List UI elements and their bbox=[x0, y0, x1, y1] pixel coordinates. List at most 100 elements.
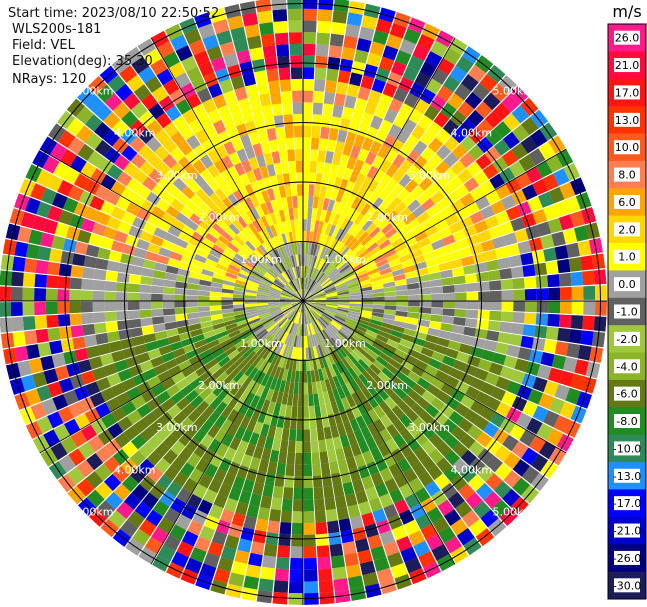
gate-cell bbox=[459, 152, 476, 168]
gate-cell bbox=[17, 360, 32, 377]
gate-cell bbox=[207, 410, 221, 424]
gate-cell bbox=[372, 29, 389, 45]
gate-cell bbox=[310, 219, 316, 232]
gate-cell bbox=[46, 174, 63, 192]
gate-cell bbox=[47, 411, 64, 429]
gate-cell bbox=[137, 38, 156, 56]
gate-cell bbox=[306, 219, 312, 232]
gate-cell bbox=[365, 126, 379, 141]
gate-cell bbox=[228, 151, 241, 166]
gate-cell bbox=[357, 319, 370, 326]
gate-cell bbox=[355, 269, 367, 278]
gate-cell bbox=[292, 102, 303, 115]
gate-cell bbox=[559, 370, 575, 387]
gate-cell bbox=[509, 333, 523, 347]
gate-cell bbox=[486, 455, 503, 473]
gate-cell bbox=[266, 323, 277, 333]
gate-cell bbox=[179, 17, 198, 34]
gate-cell bbox=[297, 347, 301, 360]
gate-cell bbox=[307, 266, 312, 279]
gate-cell bbox=[416, 396, 431, 411]
gate-cell bbox=[317, 9, 333, 22]
gate-cell bbox=[303, 301, 308, 313]
gate-cell bbox=[249, 274, 262, 282]
gate-cell bbox=[406, 422, 421, 437]
gate-cell bbox=[277, 545, 291, 558]
gate-cell bbox=[265, 350, 274, 362]
gate-cell bbox=[228, 486, 242, 502]
gate-cell bbox=[349, 303, 362, 307]
gate-cell bbox=[357, 231, 369, 243]
gate-cell bbox=[379, 428, 393, 443]
gate-cell bbox=[175, 514, 192, 531]
gate-cell bbox=[493, 480, 512, 499]
gate-cell bbox=[469, 457, 486, 474]
gate-cell bbox=[325, 290, 337, 295]
gate-cell bbox=[411, 365, 425, 377]
gate-cell bbox=[338, 518, 352, 532]
gate-cell bbox=[336, 308, 349, 313]
gate-cell bbox=[412, 170, 427, 185]
gate-cell bbox=[488, 225, 503, 239]
gate-cell bbox=[391, 448, 405, 463]
gate-cell bbox=[174, 72, 191, 89]
gate-cell bbox=[377, 144, 391, 159]
gate-cell bbox=[478, 291, 491, 301]
gate-cell bbox=[497, 332, 511, 344]
gate-cell bbox=[278, 185, 287, 199]
gate-cell bbox=[529, 435, 547, 453]
range-ring-label: 5.00km bbox=[493, 505, 535, 518]
gate-cell bbox=[303, 546, 317, 559]
gate-cell bbox=[495, 210, 511, 225]
gate-cell bbox=[318, 317, 328, 327]
gate-cell bbox=[242, 348, 254, 359]
colorbar-label-bg bbox=[614, 359, 640, 374]
gate-cell bbox=[418, 176, 433, 191]
gate-cell bbox=[224, 447, 237, 462]
gate-cell bbox=[356, 37, 372, 53]
gate-cell bbox=[127, 310, 141, 320]
gate-cell bbox=[111, 350, 126, 363]
gate-cell bbox=[335, 81, 349, 95]
gate-cell bbox=[420, 243, 434, 255]
gate-cell bbox=[524, 312, 537, 325]
gate-cell bbox=[425, 204, 440, 218]
gate-cell bbox=[407, 17, 426, 34]
gate-cell bbox=[264, 240, 274, 252]
gate-cell bbox=[300, 254, 303, 266]
gate-cell bbox=[348, 0, 366, 15]
gate-cell bbox=[276, 44, 290, 57]
gate-cell bbox=[285, 463, 295, 477]
gate-cell bbox=[494, 121, 512, 139]
gate-cell bbox=[312, 102, 323, 115]
gate-cell bbox=[69, 313, 83, 326]
gate-cell bbox=[569, 210, 586, 228]
gate-cell bbox=[328, 224, 336, 237]
colorbar-tick-label: -26.0 bbox=[613, 552, 641, 565]
gate-cell bbox=[330, 253, 340, 265]
gate-cell bbox=[346, 431, 358, 446]
gate-cell bbox=[352, 243, 364, 254]
gate-cell bbox=[295, 291, 303, 301]
gate-cell bbox=[475, 101, 493, 119]
gate-cell bbox=[292, 279, 299, 291]
gate-cell bbox=[352, 330, 364, 339]
gate-cell bbox=[367, 422, 379, 437]
gate-cell bbox=[412, 383, 426, 397]
gate-cell bbox=[546, 428, 564, 447]
gate-cell bbox=[267, 461, 278, 475]
gate-cell bbox=[305, 242, 309, 255]
gate-cell bbox=[232, 293, 245, 298]
gate-cell bbox=[133, 84, 151, 102]
gate-cell bbox=[54, 365, 70, 381]
gate-cell bbox=[322, 329, 331, 341]
gate-cell bbox=[344, 552, 359, 567]
gate-cell bbox=[137, 127, 154, 144]
gate-cell bbox=[361, 301, 374, 305]
gate-cell bbox=[379, 267, 392, 276]
gate-cell bbox=[220, 508, 235, 524]
gate-cell bbox=[216, 218, 229, 231]
gate-cell bbox=[227, 165, 239, 180]
gate-cell bbox=[452, 441, 469, 458]
gate-cell bbox=[317, 258, 325, 270]
